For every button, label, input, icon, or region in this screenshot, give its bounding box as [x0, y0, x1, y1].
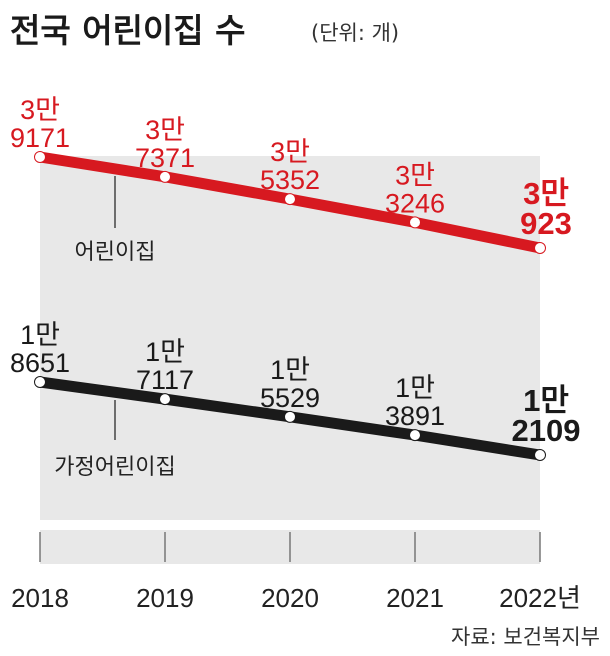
- unit-label: (단위: 개): [311, 21, 399, 45]
- data-point-1-2020: [284, 193, 296, 206]
- x-tick-label-2018: 2018: [11, 583, 69, 613]
- source-label: 자료: 보건복지부: [451, 625, 600, 649]
- data-label-1-2019-b: 7371: [135, 143, 195, 173]
- data-label-1-2021-a: 3만: [395, 160, 435, 190]
- data-label-2-2018-b: 8651: [10, 348, 70, 378]
- data-label-2-2020-a: 1만: [270, 355, 310, 385]
- data-label-2-2020-b: 5529: [260, 383, 320, 413]
- series-name-1: 어린이집: [75, 240, 156, 265]
- data-label-2-2018-a: 1만: [20, 320, 60, 350]
- chart-title: 전국 어린이집 수: [10, 11, 246, 50]
- data-label-1-2018-b: 9171: [10, 123, 70, 153]
- data-point-2-2021: [409, 429, 421, 442]
- x-tick-label-2022: 2022년: [499, 583, 581, 613]
- data-point-2-2020: [284, 410, 296, 423]
- data-label-1-2021-b: 3246: [385, 188, 445, 218]
- plot-background: [40, 156, 540, 520]
- x-tick-label-2021: 2021: [386, 583, 444, 613]
- series-name-2: 가정어린이집: [54, 455, 175, 480]
- data-label-1-2022-a: 3만: [523, 176, 569, 211]
- x-tick-label-2020: 2020: [261, 583, 319, 613]
- data-point-2-2019: [159, 393, 171, 406]
- data-point-1-2021: [409, 216, 421, 229]
- data-label-1-2020-a: 3만: [270, 137, 310, 167]
- data-label-2-2022-b: 2109: [512, 413, 581, 448]
- data-label-2-2021-b: 3891: [385, 401, 445, 431]
- data-point-1-2022: [534, 242, 546, 254]
- data-point-2-2022: [534, 449, 546, 461]
- data-label-2-2022-a: 1만: [523, 383, 569, 418]
- data-label-1-2020-b: 5352: [260, 165, 320, 195]
- data-label-2-2019-a: 1만: [145, 337, 185, 367]
- data-label-1-2019-a: 3만: [145, 115, 185, 145]
- data-point-1-2019: [159, 170, 171, 183]
- data-point-1-2018: [34, 151, 46, 163]
- data-label-1-2018-a: 3만: [20, 95, 60, 125]
- data-label-2-2019-b: 7117: [136, 365, 194, 395]
- data-label-2-2021-a: 1만: [395, 373, 435, 403]
- data-label-1-2022-b: 923: [520, 206, 572, 241]
- x-tick-label-2019: 2019: [136, 583, 194, 613]
- data-point-2-2018: [34, 376, 46, 388]
